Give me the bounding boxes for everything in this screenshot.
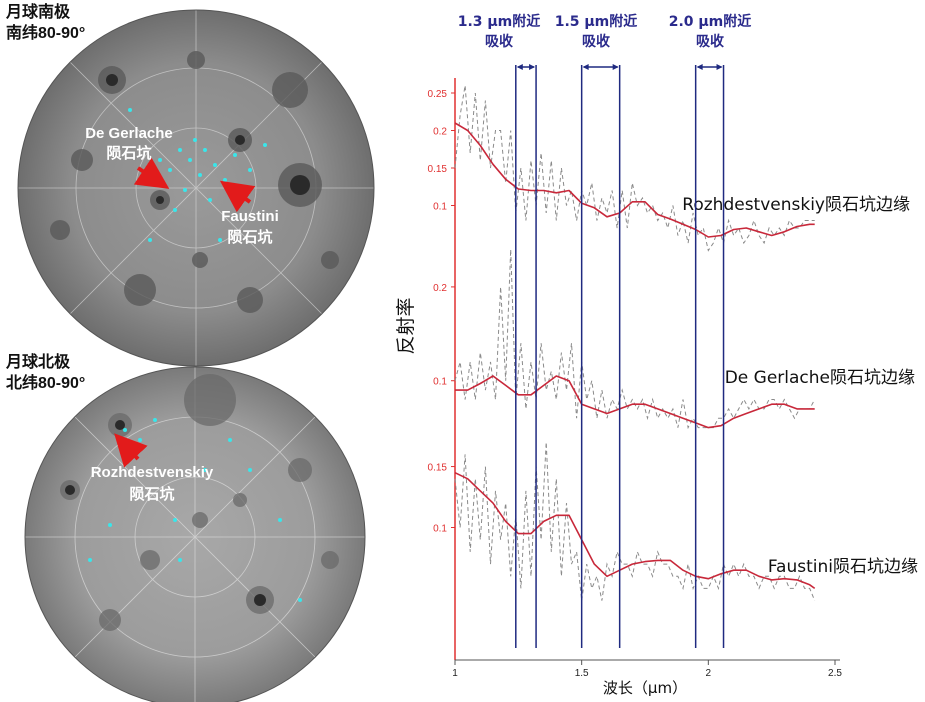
faustini-label: Faustini 陨石坑 bbox=[200, 206, 300, 248]
south-pole-map bbox=[17, 9, 375, 367]
absorption-band-arrowhead-right bbox=[612, 64, 619, 70]
absorption-band-label-line1: 1.3 μm附近 bbox=[458, 13, 541, 30]
absorption-band-label-line1: 2.0 μm附近 bbox=[669, 13, 752, 30]
absorption-band-arrowhead-left bbox=[696, 64, 703, 70]
panel-name-de-gerlache: De Gerlache陨石坑边缘 bbox=[725, 368, 915, 388]
de-gerlache-arrow bbox=[133, 157, 170, 189]
moon-maps bbox=[17, 9, 375, 702]
absorption-band-arrowhead-right bbox=[529, 64, 536, 70]
faustini-label-line1: Faustini bbox=[221, 208, 279, 225]
x-axis-title: 波长（μm） bbox=[603, 679, 687, 697]
x-tick-label: 2 bbox=[706, 668, 712, 679]
y-tick-label: 0.15 bbox=[428, 164, 448, 175]
y-tick-label: 0.25 bbox=[428, 89, 448, 100]
absorption-band-label-line1: 1.5 μm附近 bbox=[555, 13, 638, 30]
y-tick-label: 0.2 bbox=[433, 127, 447, 138]
de-gerlache-label-line2: 陨石坑 bbox=[106, 145, 152, 162]
north-caption-line2: 北纬80-90° bbox=[6, 375, 86, 392]
south-caption-line2: 南纬80-90° bbox=[6, 25, 86, 42]
north-map-caption: 月球北极 北纬80-90° bbox=[6, 352, 85, 394]
y-tick-label: 0.1 bbox=[433, 202, 447, 213]
rozhdestvenskiy-label-line1: Rozhdestvenskiy bbox=[90, 464, 214, 481]
raw-spectrum-line bbox=[454, 249, 816, 430]
rozhdestvenskiy-label-line2: 陨石坑 bbox=[129, 486, 175, 503]
absorption-band-label-line2: 吸收 bbox=[485, 33, 514, 50]
absorption-band-label-line2: 吸收 bbox=[582, 33, 611, 50]
y-tick-label: 0.1 bbox=[433, 524, 447, 535]
de-gerlache-label: De Gerlache 陨石坑 bbox=[64, 124, 194, 164]
rozhdestvenskiy-label: Rozhdestvenskiy 陨石坑 bbox=[72, 462, 232, 506]
faustini-arrow bbox=[219, 180, 256, 213]
y-axis-title: 反射率 bbox=[395, 297, 417, 354]
north-pole-map bbox=[24, 366, 366, 702]
smoothed-spectrum-line bbox=[454, 122, 815, 238]
smoothed-spectrum-line bbox=[454, 471, 816, 590]
panel-name-rozhdestvenskiy: Rozhdestvenskiy陨石坑边缘 bbox=[682, 195, 910, 215]
raw-spectrum-line bbox=[454, 85, 815, 252]
north-caption-line1: 月球北极 bbox=[6, 354, 71, 371]
south-caption-line1: 月球南极 bbox=[6, 4, 71, 21]
south-map-caption: 月球南极 南纬80-90° bbox=[6, 2, 85, 44]
y-tick-label: 0.2 bbox=[433, 283, 447, 294]
x-tick-label: 2.5 bbox=[828, 668, 842, 679]
absorption-band-arrowhead-right bbox=[716, 64, 723, 70]
absorption-band-arrowhead-left bbox=[582, 64, 589, 70]
y-tick-label: 0.15 bbox=[428, 463, 448, 474]
y-tick-label: 0.1 bbox=[433, 377, 447, 388]
panel-name-faustini: Faustini陨石坑边缘 bbox=[768, 557, 918, 577]
de-gerlache-label-line1: De Gerlache bbox=[85, 125, 173, 142]
faustini-label-line2: 陨石坑 bbox=[227, 229, 273, 246]
absorption-band-arrowhead-left bbox=[516, 64, 523, 70]
x-tick-label: 1 bbox=[452, 668, 458, 679]
x-tick-label: 1.5 bbox=[575, 668, 589, 679]
rozhdestvenskiy-arrow bbox=[114, 433, 148, 468]
absorption-band-label-line2: 吸收 bbox=[696, 33, 725, 50]
